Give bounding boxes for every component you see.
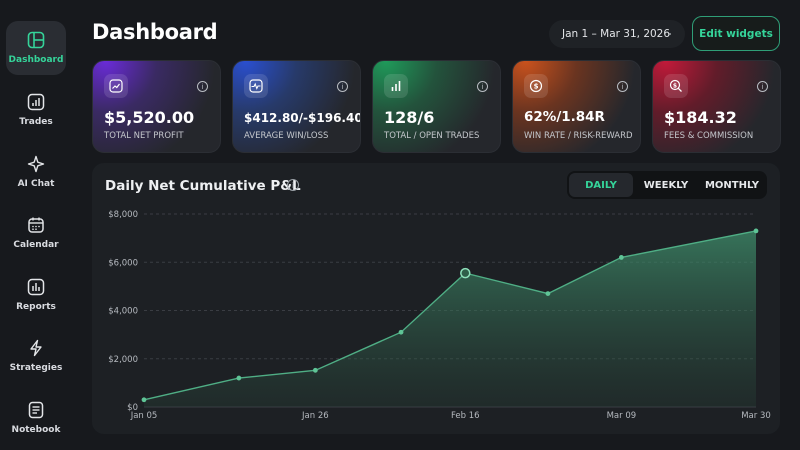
pnl-chart-panel: Daily Net Cumulative P&L i DAILY WEEKLY … — [92, 163, 780, 434]
info-icon[interactable]: i — [197, 81, 208, 92]
info-icon[interactable]: i — [477, 81, 488, 92]
sidebar-item-label: Calendar — [13, 240, 59, 250]
page-title: Dashboard — [92, 20, 218, 44]
date-range-picker[interactable]: Jan 1 – Mar 31, 2026 — [549, 20, 685, 48]
sidebar-item-label: AI Chat — [17, 179, 55, 189]
data-point — [236, 375, 242, 381]
dropdown-dot-icon — [669, 33, 671, 35]
x-tick-label: Feb 16 — [451, 411, 480, 421]
x-tick-label: Jan 26 — [301, 411, 329, 421]
sidebar-item-label: Dashboard — [8, 55, 64, 65]
timeframe-tabs: DAILY WEEKLY MONTHLY — [567, 171, 767, 199]
bars-icon — [384, 74, 408, 98]
stat-value: 62%/1.84R — [524, 109, 605, 125]
trend-up-icon — [104, 74, 128, 98]
series-line — [143, 230, 757, 401]
stat-card-avg-win-loss[interactable]: i $412.80/-$196.40 AVERAGE WIN/LOSS — [232, 60, 361, 153]
info-icon[interactable]: i — [757, 81, 768, 92]
stat-label: TOTAL NET PROFIT — [104, 131, 184, 141]
stat-value: $184.32 — [664, 108, 737, 127]
stat-label: AVERAGE WIN/LOSS — [244, 131, 329, 141]
sidebar-item-label: Reports — [16, 302, 56, 312]
tab-daily[interactable]: DAILY — [569, 173, 633, 197]
info-icon[interactable]: i — [337, 81, 348, 92]
stat-card-net-profit[interactable]: i $5,520.00 TOTAL NET PROFIT — [92, 60, 221, 153]
pulse-icon — [244, 74, 268, 98]
notebook-icon — [27, 401, 45, 419]
area-fill — [144, 230, 756, 407]
lightning-icon — [27, 339, 45, 357]
data-point — [753, 228, 759, 234]
info-icon[interactable]: i — [617, 81, 628, 92]
data-point — [545, 291, 551, 297]
y-tick-label: $2,000 — [108, 355, 138, 365]
y-tick-label: $0 — [127, 403, 138, 413]
data-point — [398, 329, 404, 335]
sidebar-item-label: Notebook — [11, 425, 61, 435]
sidebar-item-ai-chat[interactable]: AI Chat — [6, 145, 66, 199]
dollar-search-icon: $ — [664, 74, 688, 98]
sidebar-item-dashboard[interactable]: Dashboard — [6, 21, 66, 75]
x-tick-label: Jan 05 — [130, 411, 158, 421]
layout-icon — [27, 31, 45, 49]
stat-value: $5,520.00 — [104, 108, 195, 127]
info-icon[interactable]: i — [287, 179, 299, 191]
edit-widgets-button[interactable]: Edit widgets — [692, 16, 780, 51]
y-tick-label: $8,000 — [108, 210, 138, 220]
stat-label: TOTAL / OPEN TRADES — [384, 131, 480, 141]
stat-card-fees[interactable]: $ i $184.32 FEES & COMMISSION — [652, 60, 781, 153]
data-point — [141, 397, 147, 403]
x-tick-label: Mar 09 — [607, 411, 637, 421]
sidebar-item-label: Strategies — [9, 363, 63, 373]
sidebar: Dashboard Trades AI Chat Calendar Report… — [0, 0, 72, 450]
stat-value: $412.80/-$196.40 — [244, 111, 361, 125]
y-tick-label: $4,000 — [108, 307, 138, 317]
date-range-label: Jan 1 – Mar 31, 2026 — [562, 28, 671, 40]
sidebar-item-calendar[interactable]: Calendar — [6, 206, 66, 260]
stat-label: FEES & COMMISSION — [664, 131, 754, 141]
data-point — [312, 367, 318, 373]
stat-value: 128/6 — [384, 108, 435, 127]
bar-chart-icon — [27, 93, 45, 111]
dollar-target-icon: $ — [524, 74, 548, 98]
sparkle-icon — [27, 155, 45, 173]
sidebar-item-strategies[interactable]: Strategies — [6, 329, 66, 383]
sidebar-item-label: Trades — [19, 117, 53, 127]
tab-monthly[interactable]: MONTHLY — [704, 179, 760, 191]
tab-weekly[interactable]: WEEKLY — [643, 179, 689, 191]
stat-card-trades[interactable]: i 128/6 TOTAL / OPEN TRADES — [372, 60, 501, 153]
svg-text:$: $ — [534, 83, 539, 91]
svg-text:$: $ — [673, 82, 677, 89]
x-tick-label: Mar 30 — [741, 411, 771, 421]
chart-title: Daily Net Cumulative P&L — [105, 178, 301, 194]
highlight-point — [460, 267, 471, 279]
calendar-icon — [27, 216, 45, 234]
reports-icon — [27, 278, 45, 296]
y-tick-label: $6,000 — [108, 258, 138, 268]
sidebar-item-notebook[interactable]: Notebook — [6, 391, 66, 445]
data-point — [618, 255, 624, 260]
sidebar-item-reports[interactable]: Reports — [6, 268, 66, 322]
pnl-area-chart: $0 $2,000 $4,000 $6,000 $8,000 Jan 05 Jan 26 Fe… — [108, 210, 771, 421]
sidebar-item-trades[interactable]: Trades — [6, 83, 66, 137]
stat-label: WIN RATE / RISK-REWARD — [524, 131, 633, 141]
stat-card-win-rate[interactable]: $ i 62%/1.84R WIN RATE / RISK-REWARD — [512, 60, 641, 153]
